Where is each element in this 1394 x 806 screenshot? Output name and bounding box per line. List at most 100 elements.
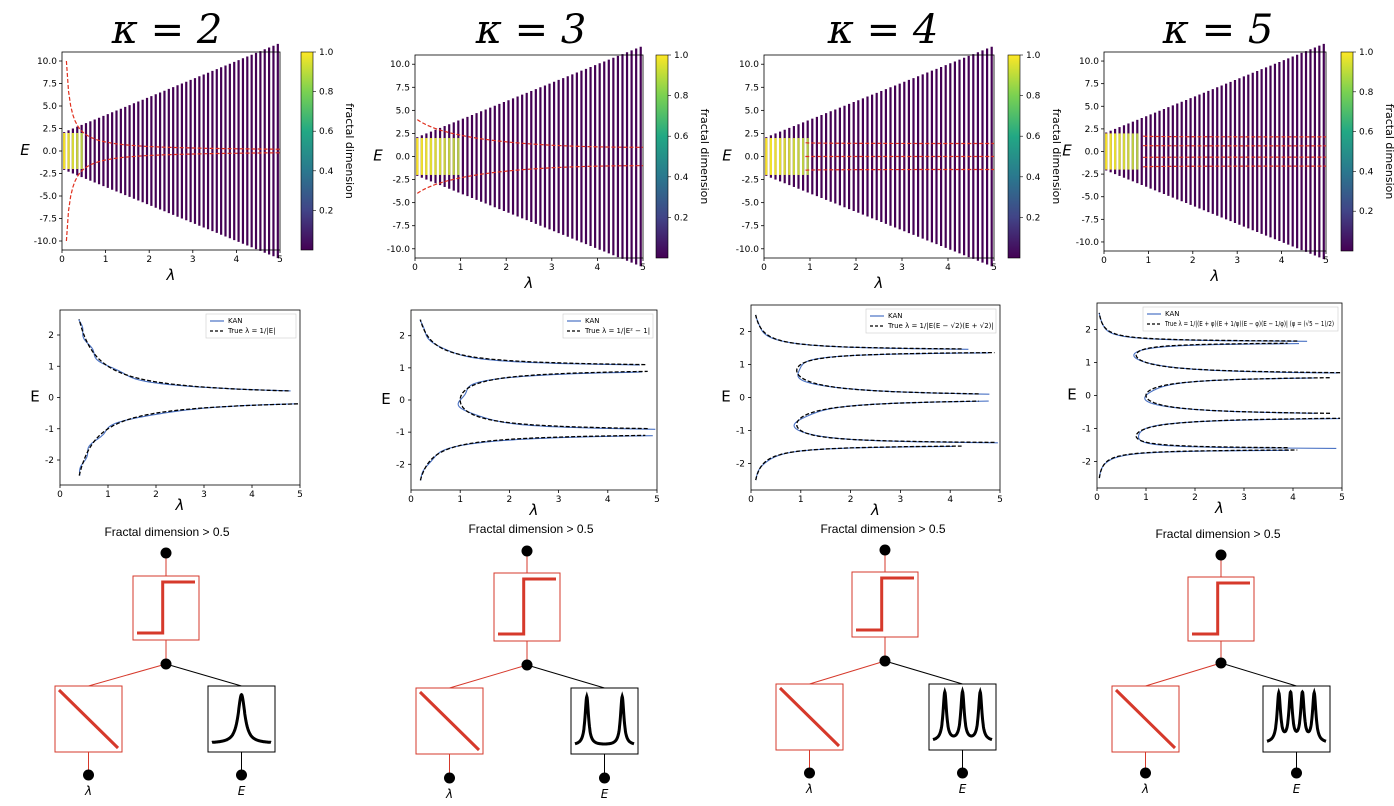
y-tick-label: -2: [396, 460, 405, 470]
column-kappa-4: κ = 4 0 1 2 3 4 5 10.0 7.5 5.0 2.5 0.0 -2.5 -5.0 -7.5 -…: [721, 7, 1063, 796]
tree-title: Fractal dimension > 0.5: [468, 522, 593, 536]
y-axis-label: E: [722, 147, 732, 165]
peak-function-box: [1262, 685, 1331, 753]
colorbar-tick-label: 0.8: [319, 88, 334, 98]
kan-tree-diagram: Fractal dimension > 0.5 λ E: [415, 522, 639, 801]
y-axis-label: E: [373, 147, 383, 165]
mobility-edge-plot: 0 1 2 3 4 5 2 1 0 -1 -2 λ E KAN True λ = 1/|E|: [30, 309, 303, 514]
y-tick-label: 1: [48, 362, 54, 372]
x-tick-label: 2: [153, 490, 159, 500]
column-title: κ = 5: [1162, 7, 1274, 53]
input-label-lambda: λ: [445, 787, 453, 801]
y-tick-label: 2: [1085, 325, 1091, 335]
legend: [562, 313, 654, 339]
column-title: κ = 3: [475, 7, 587, 53]
y-tick-label: 2: [739, 327, 745, 337]
x-tick-label: 2: [853, 263, 859, 273]
output-node: [1215, 549, 1227, 561]
input-node-lambda: [804, 767, 815, 779]
x-tick-label: 0: [748, 495, 754, 505]
y-tick-label: 2.5: [1085, 125, 1099, 135]
step-function-box: [1187, 576, 1255, 642]
step-function-curve: [498, 577, 556, 636]
input-node-E: [599, 772, 610, 784]
y-tick-label: -5.0: [392, 199, 410, 209]
x-tick-label: 0: [1094, 493, 1100, 503]
x-tick-label: 5: [1339, 493, 1345, 503]
x-tick-label: 4: [234, 255, 240, 265]
colorbar-label: fractal dimension: [698, 109, 711, 205]
tree-edge: [165, 663, 242, 687]
colorbar-tick-label: 1.0: [674, 51, 689, 61]
x-tick-label: 3: [549, 263, 555, 273]
y-tick-label: 7.5: [396, 83, 410, 93]
input-label-lambda: λ: [805, 782, 813, 796]
y-tick-label: -2.5: [39, 170, 57, 180]
hidden-node: [879, 655, 891, 667]
plot-frame: [410, 309, 658, 491]
colorbar-tick-label: 0.2: [674, 213, 688, 223]
colorbar: [1340, 51, 1354, 252]
y-tick-label: -7.5: [39, 215, 57, 225]
y-tick-label: -2.5: [1081, 170, 1099, 180]
x-tick-label: 1: [1146, 256, 1152, 266]
mobility-edge-plot: 0 1 2 3 4 5 2 1 0 -1 -2 λ E KAN True λ = 1/|E² − 1|: [381, 309, 660, 519]
colorbar-tick-label: 1.0: [1359, 48, 1374, 58]
step-function-box: [132, 575, 200, 641]
legend-kan-label: KAN: [888, 312, 903, 320]
peak-function-curve: [574, 691, 635, 746]
legend-kan-label: KAN: [585, 317, 600, 325]
true-curve: [419, 319, 648, 481]
x-tick-label: 5: [991, 263, 997, 273]
y-tick-label: 0.0: [745, 153, 760, 163]
colorbar-tick-label: 0.4: [1359, 167, 1374, 177]
input-label-E: E: [238, 784, 246, 798]
mobility-edge-curve: [416, 119, 644, 148]
mobility-edge-curve: [804, 142, 995, 145]
x-tick-label: 0: [59, 255, 65, 265]
linear-function-curve: [418, 690, 481, 752]
output-node: [879, 544, 891, 556]
y-tick-label: 0: [739, 394, 745, 404]
input-node-E: [236, 769, 247, 781]
input-label-lambda: λ: [84, 784, 92, 798]
y-tick-label: -7.5: [741, 222, 759, 232]
x-tick-label: 4: [945, 263, 951, 273]
y-axis-label: E: [30, 388, 39, 406]
y-tick-label: -2: [736, 460, 745, 470]
x-tick-label: 5: [654, 495, 660, 505]
legend-kan-label: KAN: [228, 317, 243, 325]
tree-title: Fractal dimension > 0.5: [1155, 527, 1280, 541]
mobility-edge-curve: [416, 165, 644, 194]
step-function-curve: [137, 580, 195, 635]
y-tick-label: 5.0: [745, 106, 760, 116]
y-tick-label: -1: [396, 428, 405, 438]
y-tick-label: -5.0: [1081, 193, 1099, 203]
y-tick-label: 1: [399, 364, 405, 374]
colorbar-tick-label: 1.0: [1026, 51, 1041, 61]
legend-true-label: True λ = 1/|E|: [227, 327, 276, 335]
x-tick-label: 1: [457, 495, 463, 505]
y-tick-label: 1: [1085, 358, 1091, 368]
x-axis-label: λ: [166, 266, 176, 284]
input-node-lambda: [83, 769, 94, 781]
y-tick-label: 7.5: [43, 80, 57, 90]
x-tick-label: 4: [595, 263, 601, 273]
peak-function-curve: [211, 692, 272, 744]
colorbar-tick-label: 0.2: [1026, 213, 1040, 223]
x-axis-label: λ: [529, 501, 539, 519]
output-node: [160, 547, 172, 559]
peak-function-curve: [1266, 687, 1327, 743]
column-kappa-3: κ = 3 0 1 2 3 4 5 10.0 7.5 5.0 2.5 0.0 -2.5 -5.0 -7.5 -…: [373, 7, 711, 801]
x-tick-label: 3: [201, 490, 207, 500]
colorbar-tick-label: 0.6: [319, 127, 334, 137]
colorbar: [655, 54, 669, 259]
x-tick-label: 3: [190, 255, 196, 265]
x-tick-label: 1: [103, 255, 109, 265]
hidden-node: [521, 659, 533, 671]
legend-true-label: True λ = 1/|E² − 1|: [584, 327, 650, 335]
y-tick-label: 2.5: [745, 129, 759, 139]
y-tick-label: -1: [1082, 425, 1091, 435]
x-tick-label: 2: [1192, 493, 1198, 503]
x-tick-label: 3: [899, 263, 905, 273]
